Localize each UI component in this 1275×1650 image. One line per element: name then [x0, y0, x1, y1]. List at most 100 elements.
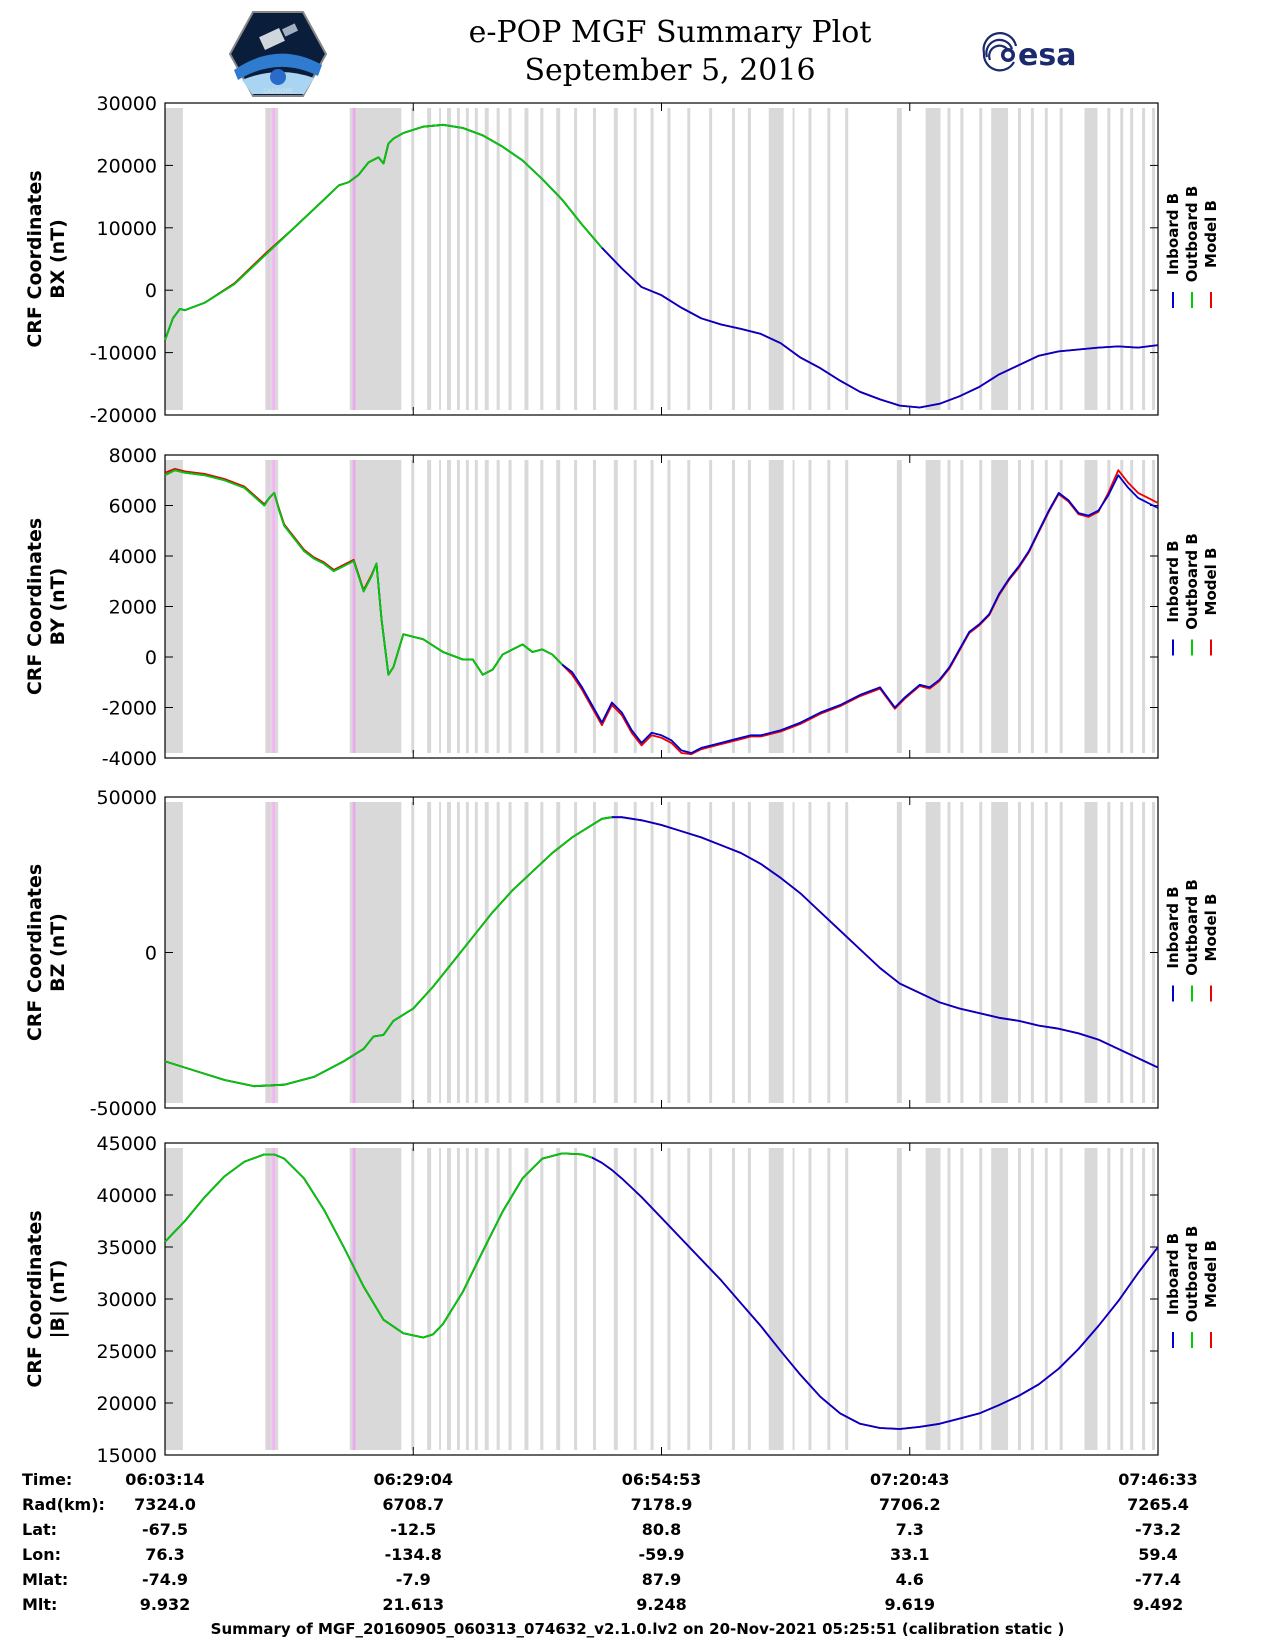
data-gap-band [574, 1148, 578, 1450]
y-axis-label: CRF CoordinatesBY (nT) [24, 518, 69, 695]
data-gap-band [165, 1148, 183, 1450]
data-gap-band [456, 108, 460, 410]
data-gap-band [709, 460, 713, 753]
data-gap-band [947, 802, 951, 1103]
series-line-outboard-b [164, 1152, 593, 1339]
mode-band [272, 802, 276, 1103]
data-gap-band [747, 1148, 751, 1450]
y-tick-label: 15000 [97, 1445, 157, 1467]
data-gap-band [269, 802, 273, 1103]
mode-band [352, 108, 356, 410]
legend-label: Outboard B [1183, 1226, 1201, 1323]
data-gap-band [524, 802, 529, 1103]
data-gap-band [613, 802, 618, 1103]
data-gap-band [411, 1148, 415, 1450]
data-gap-band [979, 460, 983, 753]
data-gap-band [1030, 802, 1034, 1103]
data-gap-band [592, 108, 596, 410]
legend-label: Outboard B [1183, 879, 1201, 976]
mode-band [268, 108, 270, 410]
data-gap-band [427, 1148, 432, 1450]
y-tick-label: 6000 [109, 496, 157, 518]
data-gap-band [540, 108, 544, 410]
data-gap-band [574, 460, 578, 753]
data-gap-band [1142, 802, 1146, 1103]
info-row: Rad(km): 7324.0 6708.7 7178.9 7706.2 7265.4 [22, 1495, 1262, 1520]
data-gap-band [1059, 108, 1063, 410]
data-gap-band [1084, 1148, 1098, 1450]
legend-label: Inboard B [1164, 540, 1182, 622]
y-tick-label: 30000 [97, 1289, 157, 1311]
series-line-model-b [164, 123, 1159, 409]
data-gap-band [574, 108, 578, 410]
data-gap-band [1017, 108, 1021, 410]
data-gap-band [1017, 802, 1021, 1103]
data-gap-band [947, 460, 951, 753]
info-cell: 06:29:04 [373, 1470, 454, 1489]
data-gap-band [411, 802, 415, 1103]
data-gap-band [1044, 108, 1048, 410]
series-line-inboard-b [164, 816, 1159, 1088]
data-gap-band [484, 108, 489, 410]
legend-label: Model B [1202, 548, 1220, 616]
legend-label: Model B [1202, 200, 1220, 268]
data-gap-band [1130, 1148, 1134, 1450]
y-tick-label: 45000 [97, 1133, 157, 1155]
data-gap-band [465, 802, 469, 1103]
y-tick-label: -2000 [102, 698, 157, 720]
series-line-outboard-b [164, 816, 613, 1088]
data-gap-band [447, 460, 451, 753]
data-gap-band [960, 460, 964, 753]
y-axis-label-line: BY (nT) [47, 568, 69, 646]
data-gap-band [613, 1148, 618, 1450]
data-gap-band [524, 1148, 529, 1450]
data-gap-band [979, 1148, 983, 1450]
legend-label: Outboard B [1183, 533, 1201, 630]
info-cell: 7.3 [895, 1520, 924, 1539]
info-cell: 33.1 [890, 1545, 930, 1564]
data-gap-band [465, 1148, 469, 1450]
cassiope-logo-icon: CASSIOPE [228, 11, 328, 97]
info-row: Time: 06:03:14 06:29:04 06:54:53 07:20:43 07:… [22, 1470, 1262, 1495]
data-gap-band [1107, 108, 1111, 410]
info-row: Mlat: -74.9 -7.9 87.9 4.6 -77.4 [22, 1570, 1262, 1595]
data-gap-band [556, 1148, 561, 1450]
info-row-key: Lon: [22, 1545, 61, 1564]
data-gap-band [960, 802, 964, 1103]
info-cell: -67.5 [141, 1520, 189, 1539]
data-gap-band [1120, 1148, 1124, 1450]
info-row: Mlt: 9.932 21.613 9.248 9.619 9.492 [22, 1595, 1262, 1620]
data-gap-band [991, 802, 1009, 1103]
info-cell: -12.5 [390, 1520, 437, 1539]
mode-band [272, 1148, 276, 1450]
mode-band [268, 802, 270, 1103]
info-cell: 4.6 [895, 1570, 924, 1589]
data-gap-band [709, 802, 713, 1103]
data-gap-band [792, 460, 795, 753]
data-gap-band [508, 802, 512, 1103]
esa-logo-icon: esa [982, 32, 1076, 73]
data-gap-band [1142, 108, 1146, 410]
data-gap-band [496, 802, 500, 1103]
data-gap-band [1130, 460, 1134, 753]
data-gap-band [925, 460, 941, 753]
data-gap-band [991, 108, 1009, 410]
data-gap-band [484, 460, 489, 753]
plot-title: e-POP MGF Summary Plot September 5, 2016 [380, 14, 960, 90]
data-gap-band [447, 1148, 451, 1450]
info-row-key: Rad(km): [22, 1495, 105, 1514]
data-gap-band [456, 460, 460, 753]
y-axis-label-line: CRF Coordinates [24, 518, 46, 695]
plot-title-text: e-POP MGF Summary Plot [468, 15, 872, 50]
data-gap-band [613, 108, 618, 410]
data-gap-band [439, 1148, 442, 1450]
data-gap-band [1130, 108, 1134, 410]
data-gap-band [827, 108, 831, 410]
data-gap-band [687, 460, 691, 753]
info-cell: -77.4 [1134, 1570, 1182, 1589]
info-cell: 06:54:53 [621, 1470, 702, 1489]
data-gap-band [275, 108, 279, 410]
y-tick-label: 35000 [97, 1237, 157, 1259]
data-gap-band [925, 108, 941, 410]
